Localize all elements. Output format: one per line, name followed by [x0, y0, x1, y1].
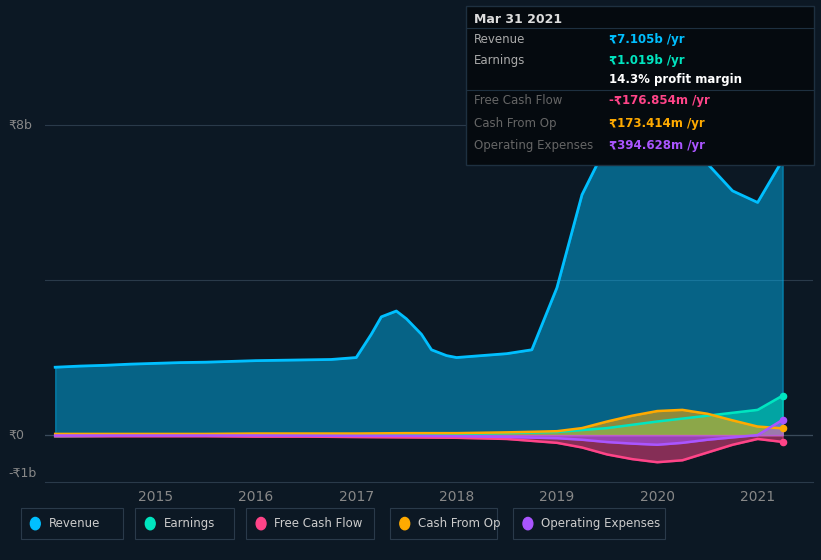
Text: ₹394.628m /yr: ₹394.628m /yr: [609, 139, 705, 152]
Text: ₹173.414m /yr: ₹173.414m /yr: [609, 116, 705, 130]
Text: Earnings: Earnings: [474, 54, 525, 67]
Point: [776, 424, 789, 433]
Text: Revenue: Revenue: [48, 517, 100, 530]
Text: Cash From Op: Cash From Op: [418, 517, 500, 530]
Text: Free Cash Flow: Free Cash Flow: [274, 517, 363, 530]
Text: Earnings: Earnings: [163, 517, 215, 530]
Text: -₹1b: -₹1b: [8, 468, 36, 480]
Text: Revenue: Revenue: [474, 32, 525, 46]
Text: 14.3% profit margin: 14.3% profit margin: [609, 73, 742, 86]
Text: ₹1.019b /yr: ₹1.019b /yr: [609, 54, 685, 67]
Text: Mar 31 2021: Mar 31 2021: [474, 13, 562, 26]
Point: [776, 416, 789, 424]
Text: ₹8b: ₹8b: [8, 118, 32, 132]
Point: [776, 155, 789, 164]
Text: Cash From Op: Cash From Op: [474, 116, 556, 130]
Text: ₹0: ₹0: [8, 428, 24, 442]
Text: -₹176.854m /yr: -₹176.854m /yr: [609, 94, 710, 108]
Point: [776, 437, 789, 446]
Text: Free Cash Flow: Free Cash Flow: [474, 94, 562, 108]
Text: Operating Expenses: Operating Expenses: [474, 139, 593, 152]
Point: [776, 391, 789, 400]
Text: Operating Expenses: Operating Expenses: [541, 517, 660, 530]
Text: ₹7.105b /yr: ₹7.105b /yr: [609, 32, 685, 46]
